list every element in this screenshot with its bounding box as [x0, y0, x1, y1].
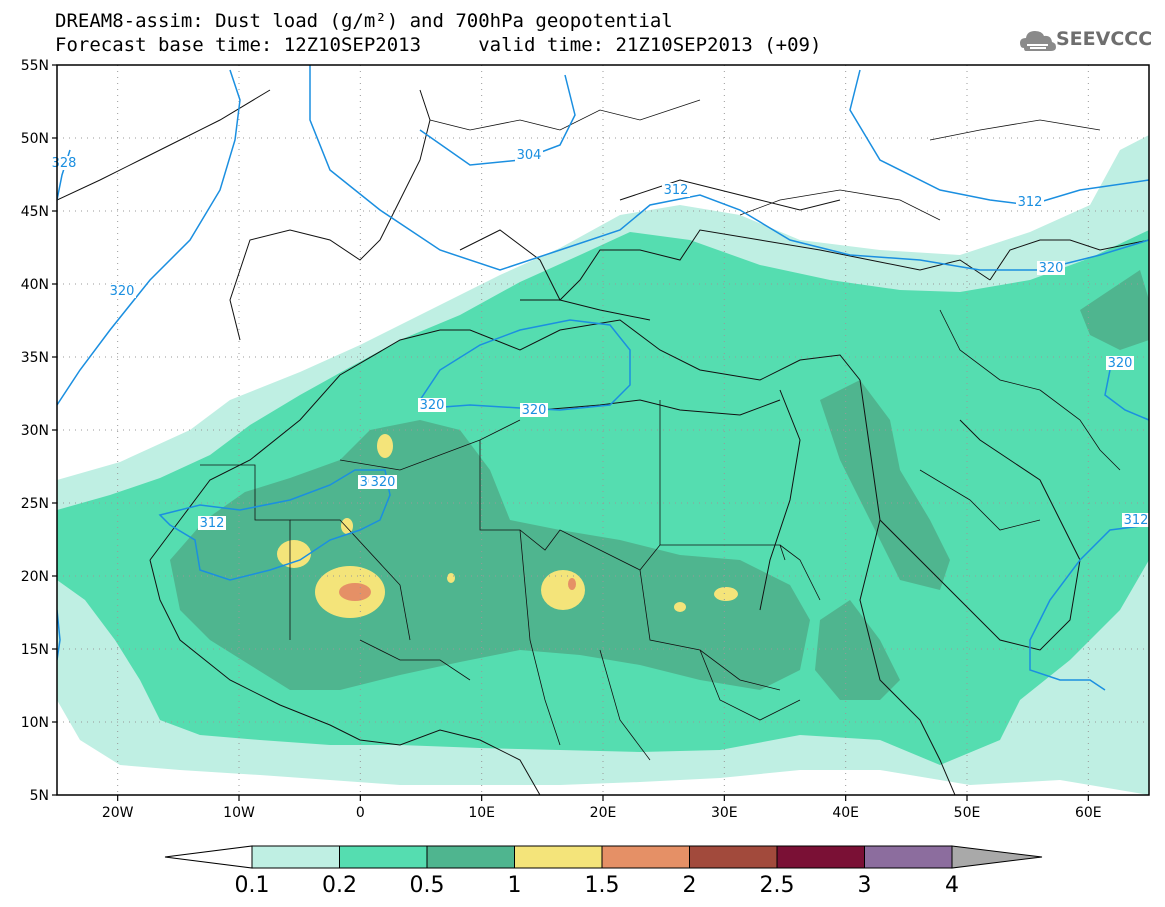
forecast-time-line: Forecast base time: 12Z10SEP2013 valid t…	[55, 34, 822, 56]
contour-label-bg	[198, 516, 226, 530]
colorbar-underflow	[164, 845, 253, 869]
colorbar-level-label: 0.1	[235, 873, 270, 898]
colorbar-level-label: 2	[683, 873, 697, 898]
contour-label-bg	[369, 475, 397, 489]
lon-tick-label: 60E	[1075, 805, 1102, 821]
contour-label-bg	[1122, 513, 1150, 527]
lat-tick-label: 20N	[21, 569, 49, 585]
lat-tick-label: 5N	[30, 788, 49, 804]
lon-tick-label: 30E	[711, 805, 738, 821]
colorbar-segment	[251, 845, 340, 869]
lat-tick-label: 50N	[21, 131, 49, 147]
colorbar-level-label: 3	[858, 873, 872, 898]
geopotential-contours	[57, 65, 1149, 691]
lat-tick-label: 40N	[21, 277, 49, 293]
colorbar-level-label: 4	[945, 873, 959, 898]
colorbar-segment	[864, 845, 953, 869]
lat-tick-label: 15N	[21, 642, 49, 658]
colorbar-segment	[426, 845, 515, 869]
dust-core-chad	[568, 578, 576, 590]
lat-tick-label: 10N	[21, 715, 49, 731]
seevccc-logo	[1018, 24, 1158, 58]
dust-region-dense-east	[820, 380, 950, 590]
cloud-logo-icon	[1020, 31, 1056, 51]
lat-tick-label: 55N	[21, 58, 49, 74]
colorbar-segment	[339, 845, 428, 869]
contour-label: 320	[522, 403, 547, 418]
colorbar-level-label: 1.5	[585, 873, 620, 898]
dust-hotspot-mauritania	[277, 540, 311, 568]
lon-tick-label: 40E	[832, 805, 859, 821]
colorbar-segment	[776, 845, 865, 869]
contour-label: 304	[517, 148, 542, 163]
contour-label-bg	[520, 403, 548, 417]
axis-ticks: 55N 50N 45N 40N 35N 30N 25N 20N 15N 10N 5N 20W 10W 0 1…	[21, 58, 1102, 821]
colorbar-segment	[689, 845, 778, 869]
contour-label: 312	[1018, 195, 1043, 210]
dust-region-dense-caspian	[1080, 270, 1149, 350]
logo-text: SEEVCCC	[1056, 28, 1153, 50]
contour-label-bg	[515, 148, 543, 162]
contour-label-bg	[662, 183, 690, 197]
lon-tick-label: 50E	[954, 805, 981, 821]
contour-label: 320	[1039, 261, 1064, 276]
contour-label-bg	[1016, 195, 1044, 209]
contour-label: 312	[200, 516, 225, 531]
lon-tick-label: 20E	[590, 805, 617, 821]
contour-label: 312	[664, 183, 689, 198]
colorbar-level-label: 2.5	[760, 873, 795, 898]
contour-label-bg	[418, 398, 446, 412]
colorbar-level-label: 0.2	[322, 873, 357, 898]
graticule	[57, 65, 1149, 795]
contour-label: 320	[1108, 356, 1133, 371]
dust-hotspot-small2	[714, 587, 738, 601]
lon-tick-label: 10E	[468, 805, 495, 821]
contour-label: 328	[52, 156, 77, 171]
dust-region-dense-west	[170, 420, 810, 690]
contour-label-bg	[1106, 356, 1134, 370]
colorbar-segment	[601, 845, 690, 869]
dust-hotspot-small3	[674, 602, 686, 612]
lat-tick-label: 35N	[21, 350, 49, 366]
map-title: DREAM8-assim: Dust load (g/m²) and 700hP…	[55, 10, 673, 32]
lon-tick-label: 20W	[102, 805, 134, 821]
dust-hotspot-algeria	[377, 434, 393, 458]
lat-tick-label: 45N	[21, 204, 49, 220]
contour-label-bg	[1037, 261, 1065, 275]
contour-label: 312	[1124, 513, 1149, 528]
colorbar-level-label: 1	[508, 873, 522, 898]
colorbar-level-label: 0.5	[410, 873, 445, 898]
contour-label: 320	[371, 475, 396, 490]
contour-label: 320	[110, 284, 135, 299]
dust-hotspot-small1	[341, 518, 353, 534]
colorbar-segment	[514, 845, 603, 869]
dust-core-mali	[339, 583, 371, 601]
contour-label-bg	[108, 284, 136, 298]
lon-tick-label: 10W	[223, 805, 255, 821]
country-borders	[200, 99, 1121, 761]
lat-tick-label: 30N	[21, 423, 49, 439]
lon-tick-label: 0	[356, 805, 365, 821]
lat-tick-label: 25N	[21, 496, 49, 512]
colorbar-overflow	[951, 845, 1043, 869]
contour-label: 320	[420, 398, 445, 413]
